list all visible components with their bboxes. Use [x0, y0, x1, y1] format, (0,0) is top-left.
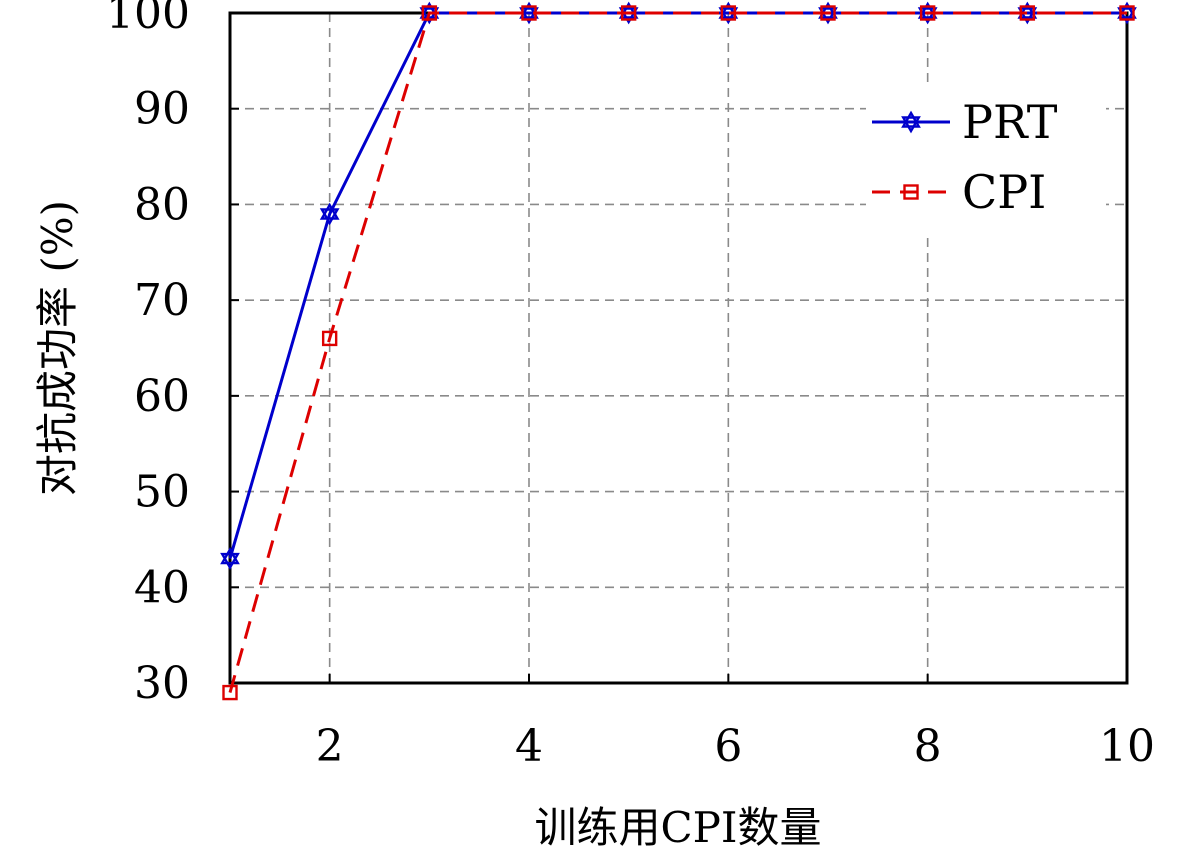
legend-label-prt: PRT	[962, 95, 1058, 149]
data-point-square	[1119, 5, 1135, 21]
data-point-square	[1019, 5, 1036, 21]
data-point-hexagram	[1117, 1, 1137, 25]
y-tick-label: 50	[134, 467, 190, 518]
series-layer	[220, 1, 1137, 701]
marker-triangle	[1117, 7, 1137, 25]
data-point-square	[820, 5, 836, 21]
data-point-hexagram	[1017, 1, 1038, 25]
data-point-hexagram	[818, 1, 838, 25]
data-point-hexagram	[901, 110, 921, 134]
marker-triangle	[319, 202, 340, 220]
x-tick-label: 10	[1099, 721, 1155, 772]
x-axis: 2 4 6 8 10	[316, 674, 1155, 772]
x-tick-label: 8	[914, 721, 942, 772]
series-cpi	[222, 5, 1135, 701]
data-point-hexagram	[718, 1, 739, 25]
marker-triangle	[901, 116, 921, 134]
legend-label-cpi: CPI	[962, 165, 1046, 219]
marker-triangle	[220, 552, 240, 570]
y-tick-label: 60	[134, 371, 190, 422]
marker-triangle	[818, 1, 838, 19]
x-tick-label: 4	[515, 721, 543, 772]
marker-triangle	[618, 1, 639, 19]
data-point-square	[720, 5, 737, 21]
data-point-hexagram	[220, 547, 240, 570]
marker-triangle	[618, 7, 639, 25]
data-point-square	[903, 184, 919, 200]
data-point-hexagram	[917, 1, 938, 25]
marker-triangle	[519, 7, 539, 25]
data-point-square	[919, 5, 936, 21]
marker-triangle	[519, 1, 539, 19]
x-axis-title: 训练用CPI数量	[535, 803, 822, 852]
marker-triangle	[220, 547, 240, 565]
x-tick-label: 6	[714, 721, 742, 772]
data-point-square	[521, 5, 537, 21]
x-tick-label: 2	[316, 721, 344, 772]
marker-triangle	[419, 7, 440, 25]
data-point-square	[421, 5, 438, 21]
data-point-square	[222, 684, 238, 701]
y-tick-label: 70	[134, 275, 190, 326]
legend: PRT CPI	[866, 82, 1106, 232]
y-tick-label: 90	[134, 84, 190, 135]
data-point-square	[321, 330, 338, 347]
marker-triangle	[718, 7, 739, 25]
marker-triangle	[718, 1, 739, 19]
marker-triangle	[319, 208, 340, 226]
series-line	[228, 11, 1127, 693]
marker-triangle	[1117, 1, 1137, 19]
data-point-hexagram	[519, 1, 539, 25]
y-axis: 30 40 50 60 70 80 90 100	[106, 0, 239, 709]
y-axis-title: 对抗成功率 (%)	[33, 200, 82, 496]
data-point-square	[620, 5, 637, 21]
marker-triangle	[917, 1, 938, 19]
marker-triangle	[818, 7, 838, 25]
y-tick-label: 80	[134, 179, 190, 230]
data-point-hexagram	[618, 1, 639, 25]
legend-background	[866, 82, 1106, 232]
marker-triangle	[917, 7, 938, 25]
data-point-hexagram	[319, 202, 340, 226]
marker-triangle	[1017, 1, 1038, 19]
y-tick-label: 30	[134, 658, 190, 709]
marker-triangle	[1017, 7, 1038, 25]
y-tick-label: 40	[134, 562, 190, 613]
marker-triangle	[901, 110, 921, 128]
y-tick-label: 100	[106, 0, 190, 39]
